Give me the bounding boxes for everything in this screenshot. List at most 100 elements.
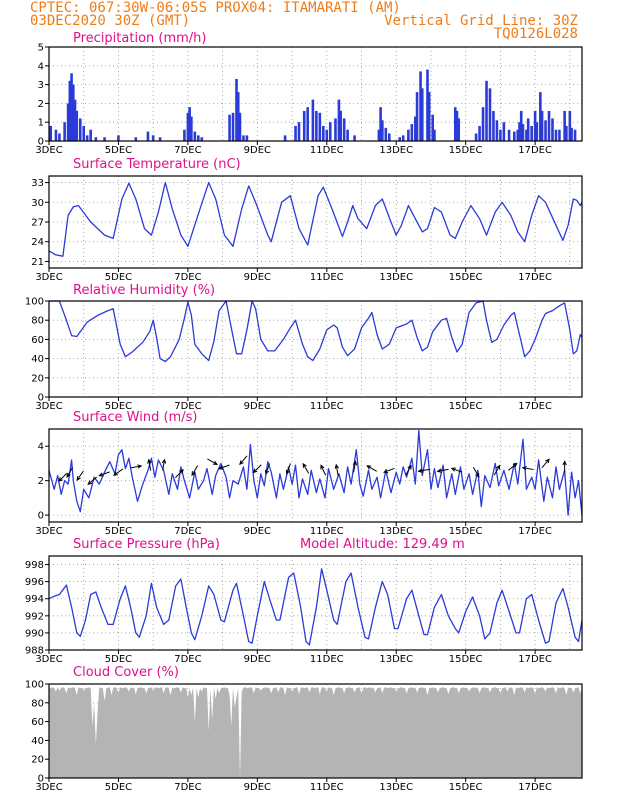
wind-vector-shaft — [87, 476, 97, 485]
x-tick-label: 15DEC — [449, 145, 483, 156]
y-tick-label: 30 — [31, 198, 44, 209]
precip-bar — [146, 131, 150, 141]
precip-bar — [410, 124, 414, 141]
wind-vector-arrow — [98, 471, 110, 477]
wind-vector-head — [239, 460, 244, 466]
precip-bar — [54, 129, 58, 141]
y-tick-label: 100 — [25, 297, 44, 308]
x-tick-label: 13DEC — [379, 145, 413, 156]
x-tick-label: 5DEC — [105, 272, 132, 283]
wind-vector-head — [417, 468, 423, 473]
wind-vector-head — [320, 464, 325, 470]
wind-vector-shaft — [302, 463, 310, 474]
x-tick-label: 11DEC — [310, 145, 344, 156]
precip-bar — [573, 129, 577, 141]
x-tick-label: 3DEC — [35, 654, 62, 665]
x-tick-label: 15DEC — [449, 526, 483, 537]
wind-vector-arrow — [541, 458, 550, 468]
y-tick-label: 1 — [38, 118, 44, 129]
precip-bar — [521, 124, 525, 141]
precip-bar — [68, 80, 72, 141]
precip-bar — [186, 112, 190, 141]
precip-bar — [58, 133, 61, 141]
y-tick-label: 2 — [38, 476, 44, 487]
wind-vector-shaft — [99, 471, 110, 477]
precip-bar — [315, 110, 318, 141]
precip-bar — [558, 129, 561, 141]
wind-vector-arrow — [417, 468, 430, 473]
precip-bar — [544, 120, 547, 141]
precip-bar — [499, 129, 502, 141]
precip-bar — [554, 129, 558, 141]
precip-bar — [75, 110, 79, 141]
x-tick-label: 9DEC — [244, 401, 271, 412]
precip-bar — [339, 110, 342, 141]
wind-line — [48, 430, 583, 516]
precip-bar — [401, 135, 405, 141]
y-tick-label: 40 — [31, 736, 44, 747]
wind-vector-shaft — [130, 465, 142, 469]
precip-bar — [516, 129, 520, 141]
precip-bar — [302, 110, 306, 141]
precipitation-panel: 0 1 2 3 4 5 3DEC 5DEC 7DEC 9DEC 11DEC 13DEC 15DEC 17D… — [35, 31, 583, 156]
wind-vector-shaft — [437, 468, 449, 472]
precip-bar — [485, 80, 488, 141]
precip-bar — [235, 78, 238, 141]
wind-vector-head — [512, 462, 518, 468]
x-tick-label: 3DEC — [35, 272, 62, 283]
wind-vector-head — [302, 462, 307, 468]
wind-vector-head — [179, 469, 184, 474]
wind-vector-arrow — [112, 468, 124, 476]
precip-bar — [151, 135, 155, 141]
x-tick-label: 3DEC — [35, 526, 62, 537]
wind-vector-arrow — [302, 462, 310, 474]
precip-bar — [228, 114, 231, 141]
precip-bar — [297, 122, 301, 141]
y-tick-label: 80 — [31, 316, 44, 327]
precip-bar — [311, 99, 315, 141]
y-tick-label: 0 — [38, 137, 44, 148]
precip-bar — [420, 88, 424, 141]
precip-bar — [70, 73, 73, 141]
precip-bar — [453, 107, 457, 141]
precip-bar — [568, 110, 572, 141]
plot-frame — [48, 175, 583, 269]
wind-vector-arrow — [66, 467, 74, 478]
y-tick-label: 24 — [31, 237, 44, 248]
y-tick-label: 994 — [25, 594, 44, 605]
x-tick-label: 3DEC — [35, 401, 62, 412]
precip-bar — [379, 107, 382, 141]
wind-vector-head — [450, 467, 456, 472]
precip-bar — [72, 84, 75, 141]
precip-bar — [419, 71, 422, 141]
precip-bar — [502, 122, 506, 141]
y-tick-label: 40 — [31, 354, 44, 365]
y-tick-label: 20 — [31, 755, 44, 766]
plot-frame — [48, 300, 583, 398]
wind-vector-head — [58, 477, 63, 482]
wind-vector-shaft — [76, 470, 84, 481]
plot-frame — [48, 428, 583, 523]
wind-vector-arrow — [472, 467, 480, 478]
x-tick-label: 11DEC — [310, 782, 344, 793]
y-tick-label: 988 — [25, 646, 44, 657]
wind-vector-arrow — [521, 466, 534, 471]
x-tick-label: 17DEC — [518, 782, 552, 793]
x-tick-label: 15DEC — [449, 782, 483, 793]
wind-vector-head — [76, 475, 81, 481]
precip-bar — [431, 114, 434, 141]
precip-bar — [353, 135, 356, 141]
wind-vector-head — [87, 480, 93, 485]
humidity-panel: 0 20 40 60 80 100 3DEC 5DEC 7DEC 9DEC 11DEC 13DEC 15… — [25, 283, 583, 412]
precip-bar — [563, 110, 566, 141]
precip-bar — [547, 110, 551, 141]
x-tick-label: 5DEC — [105, 145, 132, 156]
precip-bar — [306, 107, 309, 141]
x-tick-label: 13DEC — [379, 654, 413, 665]
pressure-line — [48, 568, 583, 646]
wind-vector-head — [137, 464, 143, 469]
precip-bar — [66, 103, 70, 141]
y-tick-label: 2 — [38, 99, 44, 110]
x-tick-label: 17DEC — [518, 272, 552, 283]
